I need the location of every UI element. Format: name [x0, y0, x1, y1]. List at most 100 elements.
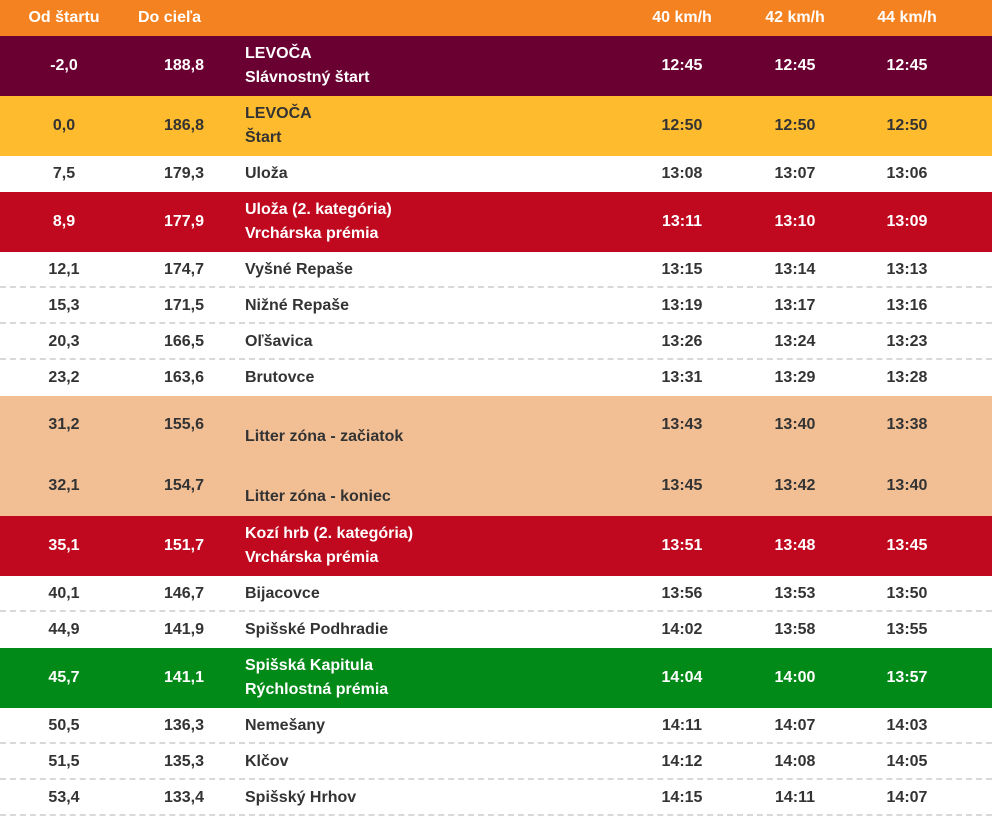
place-note: Vrchárska prémia — [245, 549, 379, 566]
time-40kmh: 14:15 — [661, 789, 703, 806]
place-name: Uloža (2. kategória) Vrchárska prémia — [245, 192, 645, 252]
km-to-finish: 154,7 — [163, 477, 205, 494]
km-to-finish: 166,5 — [163, 333, 205, 350]
km-to-finish: 179,3 — [163, 165, 205, 182]
table-row-ceremonial-start: -2,0 188,8 LEVOČA Slávnostný štart 12:45 … — [0, 36, 992, 96]
time-40kmh: 13:08 — [661, 165, 703, 182]
km-from-start: 35,1 — [48, 537, 80, 554]
time-42kmh: 12:45 — [774, 57, 816, 74]
time-44kmh: 14:03 — [886, 717, 928, 734]
table-row-sprint: 45,7 141,1 Spišská Kapitula Rýchlostná pr… — [0, 648, 992, 708]
place-title: Spišská Kapitula — [245, 657, 374, 674]
time-44kmh: 12:45 — [886, 57, 928, 74]
time-44kmh: 14:07 — [886, 789, 928, 806]
km-to-finish: 177,9 — [163, 213, 205, 230]
time-40kmh: 13:43 — [661, 416, 703, 433]
place-name: Spišské Podhradie — [245, 621, 389, 638]
km-from-start: 32,1 — [48, 477, 80, 494]
table-row: 40,1 146,7 Bijacovce 13:56 13:53 13:50 — [0, 576, 992, 612]
time-40kmh: 13:19 — [661, 297, 703, 314]
time-40kmh: 14:11 — [661, 717, 703, 734]
km-to-finish: 151,7 — [163, 537, 205, 554]
time-42kmh: 14:11 — [774, 789, 816, 806]
time-40kmh: 13:26 — [661, 333, 703, 350]
km-from-start: 12,1 — [48, 261, 80, 278]
header-42kmh: 42 km/h — [765, 9, 825, 26]
time-42kmh: 14:07 — [774, 717, 816, 734]
table-row: 50,5 136,3 Nemešany 14:11 14:07 14:03 — [0, 708, 992, 744]
time-44kmh: 13:40 — [886, 477, 928, 494]
place-name: Brutovce — [245, 369, 315, 386]
km-from-start: -2,0 — [50, 57, 78, 74]
place-name: Oľšavica — [245, 333, 313, 350]
time-44kmh: 13:23 — [886, 333, 928, 350]
time-44kmh: 14:05 — [886, 753, 928, 770]
km-to-finish: 188,8 — [163, 57, 205, 74]
time-44kmh: 12:50 — [886, 117, 928, 134]
table-row: 20,3 166,5 Oľšavica 13:26 13:24 13:23 — [0, 324, 992, 360]
place-name: LEVOČA Slávnostný štart — [245, 36, 645, 96]
km-from-start: 50,5 — [48, 717, 80, 734]
km-from-start: 44,9 — [48, 621, 80, 638]
km-from-start: 8,9 — [52, 213, 76, 230]
km-to-finish: 171,5 — [163, 297, 205, 314]
time-44kmh: 13:38 — [886, 416, 928, 433]
table-row-litter-start: 31,2 155,6 Litter zóna - začiatok 13:43 … — [0, 396, 992, 456]
km-to-finish: 155,6 — [163, 416, 205, 433]
km-from-start: 23,2 — [48, 369, 80, 386]
time-42kmh: 13:17 — [774, 297, 816, 314]
table-row: 15,3 171,5 Nižné Repaše 13:19 13:17 13:1… — [0, 288, 992, 324]
place-name: Litter zóna - koniec — [245, 488, 391, 505]
km-from-start: 7,5 — [52, 165, 76, 182]
table-row: 7,5 179,3 Uloža 13:08 13:07 13:06 — [0, 156, 992, 192]
place-note: Štart — [245, 129, 282, 146]
table-header: Od štartu Do cieľa 40 km/h 42 km/h 44 km… — [0, 0, 992, 36]
place-note: Slávnostný štart — [245, 69, 370, 86]
time-44kmh: 13:13 — [886, 261, 928, 278]
place-title: Kozí hrb (2. kategória) — [245, 525, 414, 542]
table-row-start: 0,0 186,8 LEVOČA Štart 12:50 12:50 12:50 — [0, 96, 992, 156]
km-to-finish: 133,4 — [163, 789, 205, 806]
time-44kmh: 13:28 — [886, 369, 928, 386]
km-to-finish: 146,7 — [163, 585, 205, 602]
header-40kmh: 40 km/h — [652, 9, 712, 26]
place-name: Litter zóna - začiatok — [245, 428, 404, 445]
place-note: Vrchárska prémia — [245, 225, 379, 242]
table-row: 12,1 174,7 Vyšné Repaše 13:15 13:14 13:1… — [0, 252, 992, 288]
place-name: Bijacovce — [245, 585, 320, 602]
km-to-finish: 163,6 — [163, 369, 205, 386]
litter-zone-block: 31,2 155,6 Litter zóna - začiatok 13:43 … — [0, 396, 992, 516]
km-from-start: 0,0 — [52, 117, 76, 134]
time-40kmh: 13:51 — [661, 537, 703, 554]
km-to-finish: 141,9 — [163, 621, 205, 638]
table-row-litter-end: 32,1 154,7 Litter zóna - koniec 13:45 13… — [0, 456, 992, 516]
table-row: 53,4 133,4 Spišský Hrhov 14:15 14:11 14:… — [0, 780, 992, 816]
header-from-start: Od štartu — [28, 9, 100, 26]
place-title: LEVOČA — [245, 105, 312, 122]
place-name: Uloža — [245, 165, 288, 182]
km-from-start: 53,4 — [48, 789, 80, 806]
table-row-climb: 8,9 177,9 Uloža (2. kategória) Vrchárska … — [0, 192, 992, 252]
time-42kmh: 13:24 — [774, 333, 816, 350]
time-44kmh: 13:50 — [886, 585, 928, 602]
place-note: Rýchlostná prémia — [245, 681, 389, 698]
header-to-finish: Do cieľa — [138, 9, 202, 26]
place-name: Spišský Hrhov — [245, 789, 357, 806]
km-from-start: 31,2 — [48, 416, 80, 433]
time-44kmh: 13:45 — [886, 537, 928, 554]
km-from-start: 15,3 — [48, 297, 80, 314]
time-40kmh: 13:45 — [661, 477, 703, 494]
time-40kmh: 13:56 — [661, 585, 703, 602]
time-42kmh: 14:08 — [774, 753, 816, 770]
place-title: Uloža (2. kategória) — [245, 201, 392, 218]
km-to-finish: 135,3 — [163, 753, 205, 770]
table-row: 44,9 141,9 Spišské Podhradie 14:02 13:58… — [0, 612, 992, 648]
table-row: 51,5 135,3 Klčov 14:12 14:08 14:05 — [0, 744, 992, 780]
time-42kmh: 13:29 — [774, 369, 816, 386]
km-to-finish: 141,1 — [163, 669, 205, 686]
time-40kmh: 14:04 — [661, 669, 703, 686]
km-to-finish: 186,8 — [163, 117, 205, 134]
time-42kmh: 13:10 — [774, 213, 816, 230]
place-name: Vyšné Repaše — [245, 261, 353, 278]
time-40kmh: 13:11 — [661, 213, 703, 230]
